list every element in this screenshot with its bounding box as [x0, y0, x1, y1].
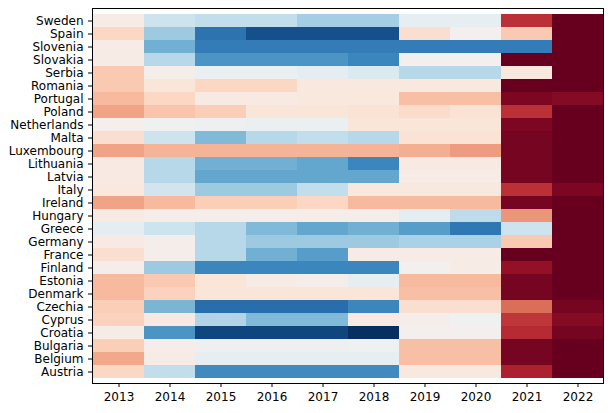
- svg-text:Lithuania: Lithuania: [28, 157, 84, 171]
- svg-text:Finland: Finland: [41, 261, 84, 275]
- svg-text:2021: 2021: [512, 390, 543, 404]
- svg-text:Belgium: Belgium: [34, 352, 83, 366]
- svg-text:Sweden: Sweden: [36, 14, 83, 28]
- svg-text:Bulgaria: Bulgaria: [34, 339, 84, 353]
- svg-text:2017: 2017: [308, 390, 339, 404]
- svg-text:Luxembourg: Luxembourg: [9, 144, 84, 158]
- svg-text:Czechia: Czechia: [37, 300, 84, 314]
- svg-text:2014: 2014: [155, 390, 186, 404]
- svg-text:Portugal: Portugal: [34, 92, 84, 106]
- svg-text:Netherlands: Netherlands: [10, 118, 83, 132]
- svg-text:2013: 2013: [104, 390, 135, 404]
- svg-text:Italy: Italy: [57, 183, 83, 197]
- svg-text:Croatia: Croatia: [40, 326, 83, 340]
- svg-text:Serbia: Serbia: [45, 66, 83, 80]
- svg-text:Ireland: Ireland: [42, 196, 84, 210]
- svg-text:2019: 2019: [410, 390, 441, 404]
- svg-text:Denmark: Denmark: [28, 287, 83, 301]
- svg-text:Poland: Poland: [43, 105, 83, 119]
- svg-text:Slovakia: Slovakia: [33, 53, 83, 67]
- svg-text:2020: 2020: [461, 390, 492, 404]
- svg-text:Hungary: Hungary: [32, 209, 83, 223]
- svg-text:2022: 2022: [563, 390, 594, 404]
- svg-text:2015: 2015: [206, 390, 237, 404]
- svg-text:Spain: Spain: [50, 27, 84, 41]
- svg-text:Germany: Germany: [28, 235, 83, 249]
- svg-text:Romania: Romania: [31, 79, 83, 93]
- svg-text:2018: 2018: [359, 390, 390, 404]
- svg-text:Austria: Austria: [41, 365, 83, 379]
- svg-text:Greece: Greece: [41, 222, 84, 236]
- svg-text:France: France: [44, 248, 84, 262]
- svg-text:Malta: Malta: [50, 131, 83, 145]
- svg-text:2016: 2016: [257, 390, 288, 404]
- svg-text:Latvia: Latvia: [47, 170, 84, 184]
- svg-text:Cyprus: Cyprus: [42, 313, 84, 327]
- svg-text:Estonia: Estonia: [39, 274, 83, 288]
- svg-text:Slovenia: Slovenia: [32, 40, 83, 54]
